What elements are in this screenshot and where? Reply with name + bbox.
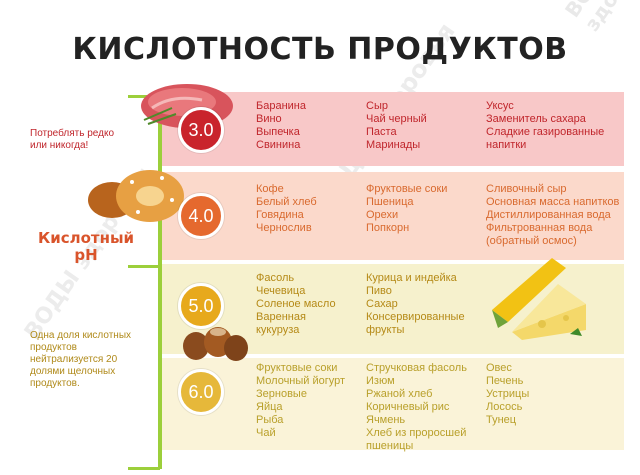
ph-badge: 3.0 [178, 107, 224, 153]
food-list: Уксус Заменитель сахара Сладкие газирован… [486, 100, 605, 151]
pastry-image [88, 170, 184, 222]
food-list: Фруктовые соки Пшеница Орехи Попкорн [366, 183, 448, 234]
ph-badge: 6.0 [178, 369, 224, 415]
food-list: Курица и индейка Пиво Сахар Консервированн… [366, 272, 465, 336]
ph-badge: 4.0 [178, 193, 224, 239]
food-list: Кофе Белый хлеб Говядина Чернослив [256, 183, 317, 234]
corn-and-cheese-image [492, 258, 586, 340]
food-list: Фасоль Чечевица Соленое масло Варенная кук… [256, 272, 336, 336]
food-list: Фруктовые соки Молочный йогурт Зерновые Яй… [256, 362, 346, 439]
food-list: Баранина Вино Выпечка Свинина [256, 100, 306, 151]
note-top: Потреблять редко или никогда! [30, 128, 115, 151]
band-ph-4 [160, 172, 624, 260]
band-ph-6 [160, 358, 624, 450]
food-list: Овес Печень Устрицы Лосось Тунец [486, 362, 530, 426]
acid-ph-label: Кислотный pH [37, 229, 135, 264]
food-list: Сливочный сыр Основная масса напитков Дис… [486, 183, 620, 247]
food-list: Сыр Чай черный Паста Маринады [366, 100, 427, 151]
connector-line [128, 467, 160, 470]
ph-badge: 5.0 [178, 283, 224, 329]
connector-line [128, 265, 160, 268]
timeline-line [158, 96, 162, 469]
connector-line [128, 95, 160, 98]
page-title: КИСЛОТНОСТЬ ПРОДУКТОВ [72, 32, 568, 67]
note-bottom: Одна доля кислотных продуктов нейтрализу… [30, 330, 132, 389]
hazelnuts-image [183, 327, 248, 361]
band-ph-3 [160, 92, 624, 166]
food-list: Стручковая фасоль Изюм Ржаной хлеб Коричне… [366, 362, 467, 452]
watermark: ВОДЫ здоровья [560, 0, 640, 36]
